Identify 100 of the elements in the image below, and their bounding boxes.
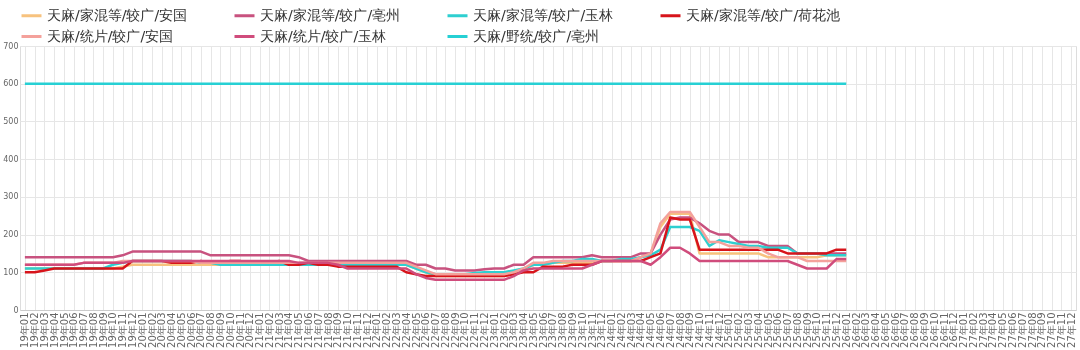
x-tick-label: 25年02 [733,312,745,348]
x-tick-label: 22年12 [478,312,490,348]
x-tick-label: 23年04 [518,312,530,348]
x-tick-label: 21年01 [254,312,266,348]
x-tick-label: 26年05 [879,312,891,348]
x-tick-label: 23年09 [566,312,578,348]
x-tick-label: 26年11 [938,312,950,348]
x-tick-label: 21年08 [322,312,334,348]
legend-label: 天麻/家混等/较广/安国 [47,6,188,23]
x-tick-label: 24年08 [674,312,686,348]
x-tick-label: 27年10 [1046,312,1058,348]
x-tick-label: 26年06 [889,312,901,348]
x-tick-label: 19年03 [38,312,50,348]
x-tick-label: 27年12 [1065,312,1077,348]
x-tick-label: 26年12 [948,312,960,348]
x-tick-label: 26年01 [840,312,852,348]
legend-label: 天麻/家混等/较广/亳州 [260,6,401,23]
x-tick-label: 25年09 [801,312,813,348]
x-tick-label: 26年03 [860,312,872,348]
x-tick-label: 23年02 [498,312,510,348]
x-tick-label: 24年10 [694,312,706,348]
legend-label: 天麻/家混等/较广/玉林 [473,6,614,23]
x-tick-label: 23年11 [586,312,598,348]
x-tick-label: 24年06 [654,312,666,348]
x-tick-label: 22年10 [459,312,471,348]
x-tick-label: 27年01 [958,312,970,348]
x-tick-label: 19年01 [19,312,31,348]
x-tick-label: 24年07 [664,312,676,348]
x-tick-label: 25年08 [791,312,803,348]
x-tick-label: 19年08 [87,312,99,348]
x-tick-label: 19年06 [68,312,80,348]
x-tick-label: 19年04 [48,312,60,348]
x-tick-label: 25年01 [723,312,735,348]
x-tick-label: 23年10 [576,312,588,348]
x-tick-label: 24年09 [684,312,696,348]
y-tick-label: 600 [3,79,19,89]
x-tick-label: 27年11 [1055,312,1067,348]
x-tick-label: 25年05 [762,312,774,348]
x-tick-label: 23年07 [547,312,559,348]
x-tick-label: 19年11 [117,312,129,348]
x-tick-label: 25年03 [742,312,754,348]
x-tick-label: 26年07 [899,312,911,348]
x-tick-label: 21年10 [342,312,354,348]
x-tick-label: 20年10 [224,312,236,348]
x-tick-label: 23年01 [488,312,500,348]
x-tick-label: 20年02 [146,312,158,348]
x-tick-label: 19年05 [58,312,70,348]
x-tick-label: 24年01 [606,312,618,348]
x-tick-label: 27年07 [1016,312,1028,348]
x-tick-label: 25年04 [752,312,764,348]
x-tick-label: 20年12 [244,312,256,348]
x-tick-label: 20年06 [185,312,197,348]
x-tick-label: 21年06 [302,312,314,348]
x-tick-label: 23年05 [527,312,539,348]
x-tick-label: 27年09 [1036,312,1048,348]
x-tick-label: 20年09 [214,312,226,348]
y-tick-label: 300 [3,192,19,202]
x-tick-label: 26年10 [928,312,940,348]
x-tick-label: 23年08 [557,312,569,348]
x-tick-label: 25年06 [772,312,784,348]
x-tick-label: 23年06 [537,312,549,348]
x-tick-label: 20年07 [195,312,207,348]
x-tick-label: 21年11 [351,312,363,348]
x-tick-label: 27年05 [997,312,1009,348]
x-tick-label: 21年04 [283,312,295,348]
x-tick-label: 24年03 [625,312,637,348]
legend-label: 天麻/家混等/较广/荷花池 [686,6,841,23]
x-tick-label: 22年05 [410,312,422,348]
x-tick-label: 20年01 [136,312,148,348]
y-tick-label: 700 [3,41,19,51]
y-tick-label: 500 [3,116,19,126]
x-tick-label: 26年08 [909,312,921,348]
x-tick-label: 27年04 [987,312,999,348]
x-tick-label: 24年04 [635,312,647,348]
x-tick-label: 20年05 [175,312,187,348]
x-tick-label: 21年07 [312,312,324,348]
x-tick-label: 21年12 [361,312,373,348]
x-tick-label: 24年12 [713,312,725,348]
x-tick-label: 25年07 [782,312,794,348]
x-tick-label: 19年10 [107,312,119,348]
x-tick-label: 25年11 [821,312,833,348]
x-tick-label: 24年02 [615,312,627,348]
x-tick-label: 27年03 [977,312,989,348]
x-tick-label: 25年10 [811,312,823,348]
x-tick-label: 22年08 [439,312,451,348]
x-tick-label: 24年11 [703,312,715,348]
x-tick-label: 19年07 [78,312,90,348]
legend-label: 天麻/统片/较广/玉林 [260,27,387,44]
x-tick-label: 19年02 [29,312,41,348]
x-tick-label: 20年04 [166,312,178,348]
legend-label: 天麻/统片/较广/安国 [47,27,174,44]
x-tick-label: 20年08 [205,312,217,348]
x-tick-label: 26年02 [850,312,862,348]
x-tick-label: 21年03 [273,312,285,348]
y-tick-label: 100 [3,267,19,277]
x-tick-label: 25年12 [830,312,842,348]
x-tick-label: 22年02 [381,312,393,348]
x-tick-label: 19年09 [97,312,109,348]
x-tick-label: 19年12 [126,312,138,348]
y-tick-label: 0 [13,305,19,315]
